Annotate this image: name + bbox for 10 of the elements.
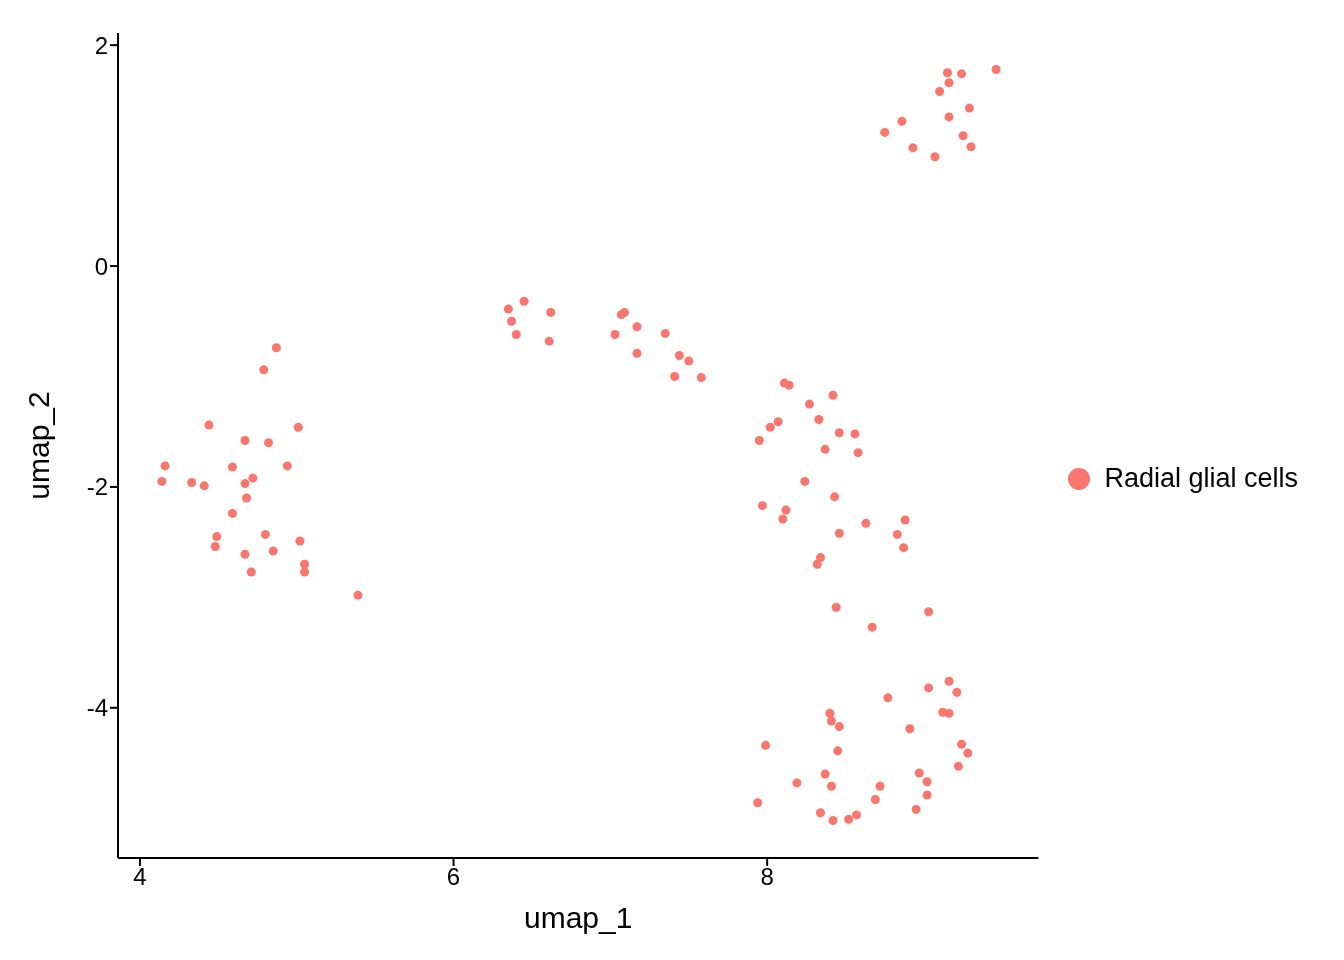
x-tick-label: 8 xyxy=(760,863,774,891)
y-tick-label: 0 xyxy=(94,252,108,280)
y-tick-label: -2 xyxy=(86,473,108,501)
y-axis-title: umap_2 xyxy=(21,391,55,500)
y-tick-label: 2 xyxy=(94,31,108,59)
x-tick-label: 6 xyxy=(446,863,461,891)
legend-label: Radial glial cells xyxy=(1104,462,1298,493)
x-axis-title: umap_1 xyxy=(523,901,633,934)
x-tick-label: 4 xyxy=(133,863,147,891)
y-tick-label: -4 xyxy=(86,694,108,722)
